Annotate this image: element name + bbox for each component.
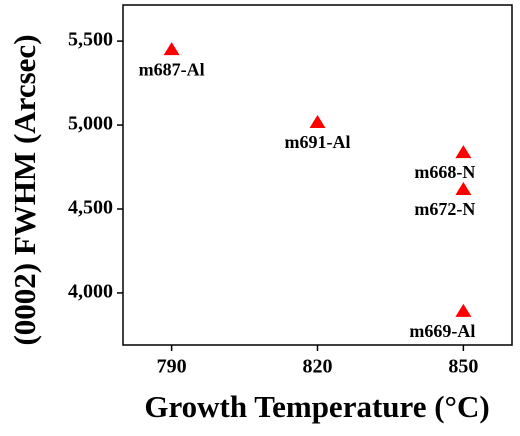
marker: [309, 115, 326, 129]
point-label: m672-N: [414, 199, 475, 219]
marker: [455, 145, 472, 159]
marker: [455, 303, 472, 317]
marker: [455, 182, 472, 196]
marker: [163, 42, 180, 56]
point-label: m668-N: [414, 162, 475, 182]
point-label: m691-Al: [285, 132, 351, 152]
y-tick-label: 4,500: [68, 197, 113, 219]
point-label: m669-Al: [409, 321, 475, 341]
x-tick-label: 850: [448, 356, 478, 378]
y-axis-title: (0002) FWHM (Arcsec): [7, 34, 42, 345]
x-tick-label: 790: [157, 356, 187, 378]
x-tick-label: 820: [303, 356, 333, 378]
y-tick-label: 5,500: [68, 29, 113, 51]
y-tick-label: 5,000: [68, 113, 113, 135]
point-label: m687-Al: [139, 59, 205, 79]
x-axis-title: Growth Temperature (°C): [144, 389, 489, 424]
y-tick-label: 4,000: [68, 281, 113, 303]
